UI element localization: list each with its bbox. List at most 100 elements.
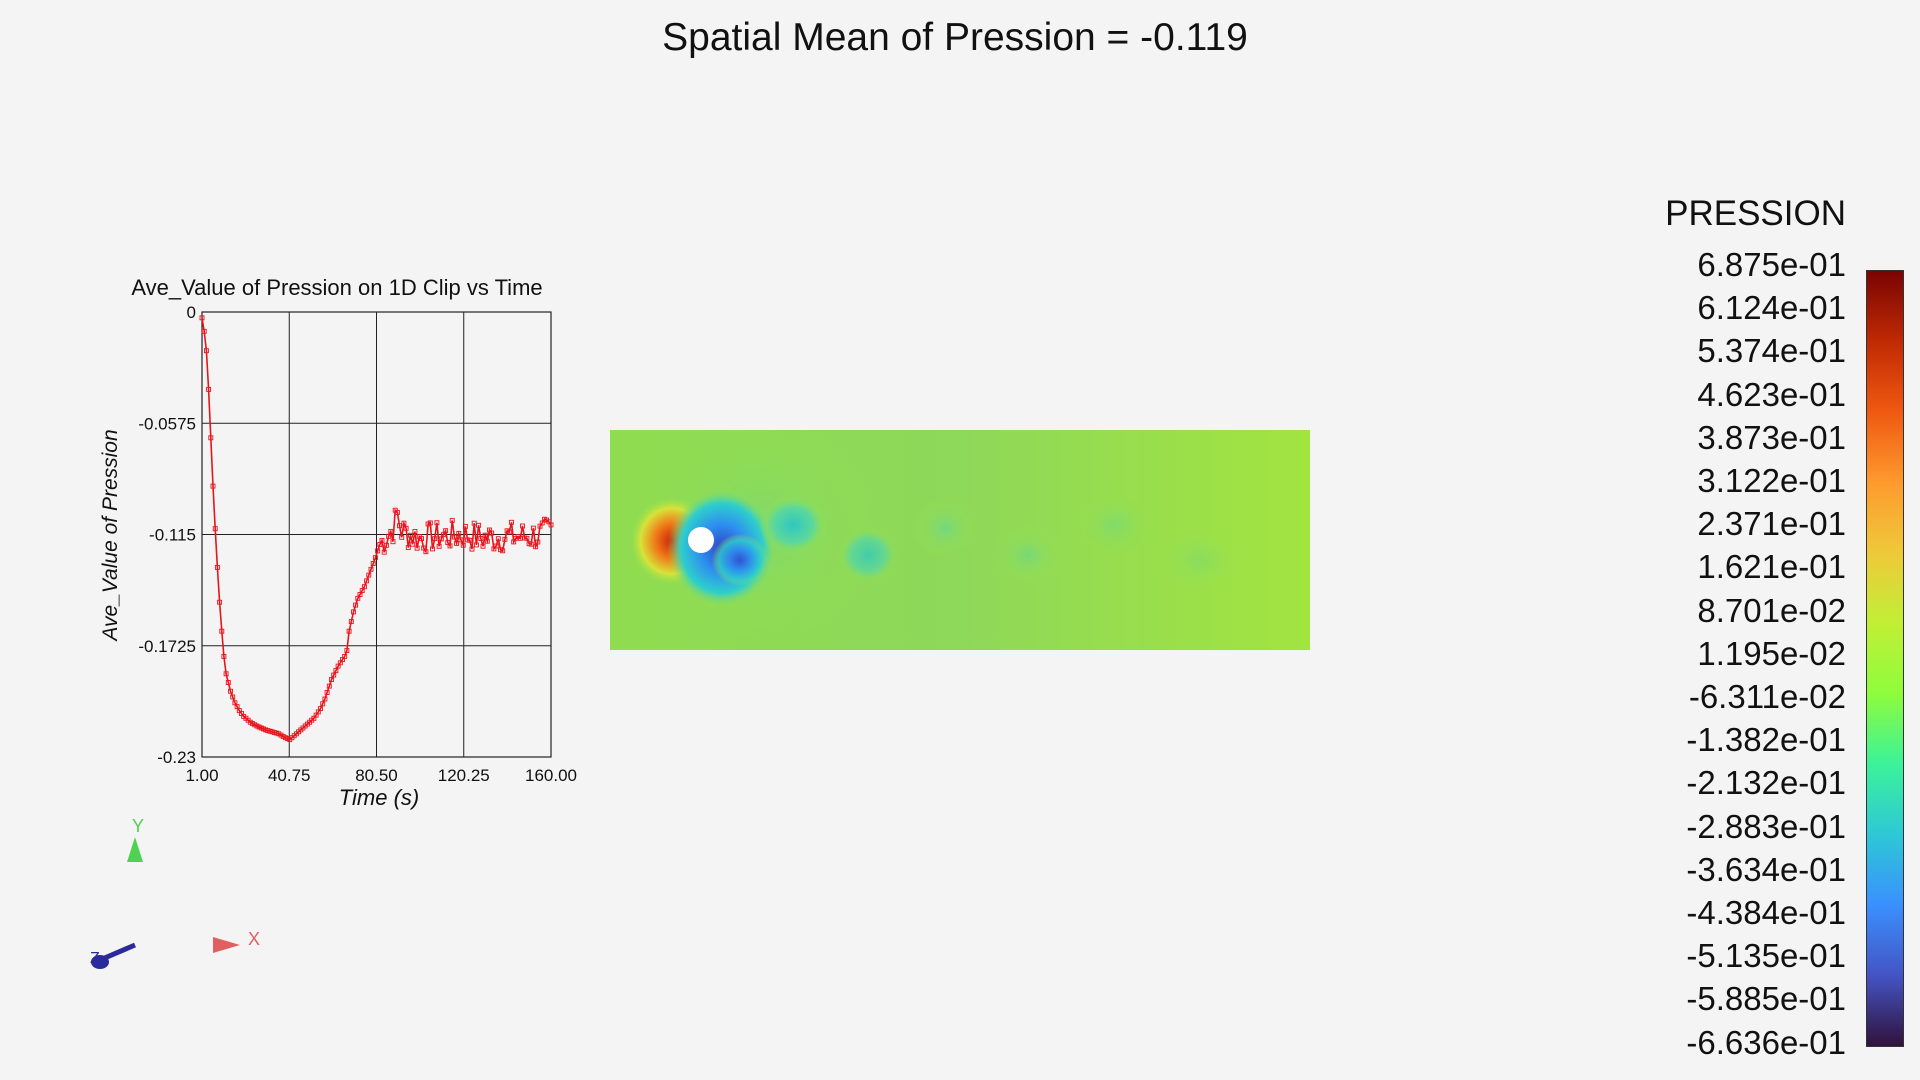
- data-point: [443, 528, 449, 534]
- data-point: [530, 525, 536, 531]
- data-point: [495, 536, 501, 542]
- legend-tick-label: -3.634e-01: [1686, 850, 1846, 888]
- data-point: [476, 522, 482, 528]
- data-point: [436, 543, 442, 549]
- data-point: [203, 348, 209, 354]
- data-point: [399, 534, 405, 540]
- data-point: [353, 602, 359, 608]
- data-point: [342, 653, 348, 659]
- y-tick-label: -0.23: [157, 748, 196, 767]
- legend-tick-label: 2.371e-01: [1697, 505, 1846, 543]
- y-axis-label: Ave_Value of Pression: [99, 429, 122, 642]
- data-point: [454, 540, 460, 546]
- x-tick-label: 80.50: [355, 766, 398, 785]
- x-axis-label: Time (s): [339, 785, 419, 810]
- data-point: [348, 619, 354, 625]
- data-point: [397, 523, 402, 529]
- data-point: [225, 680, 231, 685]
- data-point: [500, 548, 506, 554]
- data-point: [320, 701, 326, 707]
- vortex-3: [913, 498, 977, 558]
- data-point: [368, 566, 374, 572]
- data-point: [419, 536, 424, 542]
- vortex-1: [759, 495, 827, 555]
- plot-title: Ave_Value of Pression on 1D Clip vs Time: [131, 275, 542, 300]
- legend-tick-label: 8.701e-02: [1697, 591, 1846, 629]
- data-point: [447, 543, 453, 549]
- data-point: [201, 328, 207, 334]
- data-point: [379, 537, 385, 543]
- legend-tick-label: -2.132e-01: [1686, 764, 1846, 802]
- vortex-5: [1075, 491, 1155, 559]
- legend-tick-label: 1.195e-02: [1697, 634, 1846, 672]
- data-point: [414, 545, 420, 551]
- legend-tick-label: 3.873e-01: [1697, 418, 1846, 456]
- series-line: [201, 317, 552, 741]
- legend-tick-label: 5.374e-01: [1697, 332, 1846, 370]
- color-bar: [1866, 270, 1904, 1047]
- y-tick-label: 0: [187, 303, 196, 322]
- data-point: [489, 530, 495, 536]
- pressure-field-view[interactable]: [610, 430, 1310, 650]
- data-point: [458, 537, 464, 543]
- data-point: [502, 536, 508, 542]
- data-point: [206, 386, 212, 392]
- data-point: [199, 315, 205, 321]
- legend-tick-label: -4.384e-01: [1686, 894, 1846, 931]
- data-point: [434, 520, 440, 526]
- x-tick-label: 40.75: [268, 766, 311, 785]
- data-point: [383, 542, 389, 548]
- data-point: [394, 509, 400, 515]
- data-point: [223, 671, 229, 677]
- data-point: [451, 534, 457, 540]
- data-point: [214, 564, 220, 570]
- legend-tick-label: 6.124e-01: [1697, 289, 1846, 327]
- time-series-plot[interactable]: Ave_Value of Pression on 1D Clip vs Time…: [95, 265, 615, 825]
- data-point: [401, 520, 407, 526]
- pression-series[interactable]: [199, 315, 554, 743]
- orientation-axes: Y X Z: [90, 816, 260, 969]
- y-axis-arrow-head: [127, 837, 143, 862]
- data-point: [432, 536, 438, 542]
- data-point: [520, 523, 525, 529]
- data-point: [427, 520, 433, 526]
- data-point: [408, 532, 413, 538]
- data-point: [388, 528, 394, 534]
- data-point: [375, 548, 381, 554]
- data-point: [221, 653, 227, 659]
- data-point: [228, 688, 233, 694]
- page-title: Spatial Mean of Pression = -0.119: [662, 16, 1248, 59]
- z-axis-triad-label: Z: [90, 950, 100, 967]
- data-point: [329, 677, 334, 683]
- data-point: [430, 546, 435, 552]
- data-point: [533, 544, 539, 550]
- data-point: [460, 542, 466, 548]
- x-tick-label: 1.00: [185, 766, 218, 785]
- data-point: [480, 543, 486, 549]
- y-tick-label: -0.115: [149, 526, 196, 545]
- z-axis-arrow-head: [91, 955, 109, 969]
- legend-tick-label: -1.382e-01: [1686, 721, 1846, 759]
- legend-tick-label: -5.135e-01: [1686, 937, 1846, 975]
- y-tick-label: -0.1725: [138, 637, 196, 656]
- vortex-6: [1155, 524, 1245, 596]
- legend-tick-label: 3.122e-01: [1697, 462, 1846, 499]
- data-point: [370, 561, 376, 566]
- data-point: [318, 706, 323, 712]
- data-point: [381, 549, 387, 555]
- data-point: [331, 672, 337, 678]
- legend-tick-label: -5.885e-01: [1686, 980, 1846, 1018]
- data-point: [326, 683, 332, 689]
- data-point: [412, 529, 418, 534]
- data-point: [346, 628, 352, 634]
- legend-title: PRESSION: [1665, 194, 1846, 233]
- data-point: [351, 609, 356, 615]
- data-point: [423, 549, 429, 555]
- cylinder-obstacle: [688, 527, 714, 553]
- data-point: [456, 530, 462, 536]
- data-point: [462, 523, 468, 529]
- data-point: [344, 648, 350, 654]
- x-axis-triad-label: X: [248, 929, 260, 949]
- data-point: [449, 517, 455, 523]
- data-point: [484, 538, 490, 544]
